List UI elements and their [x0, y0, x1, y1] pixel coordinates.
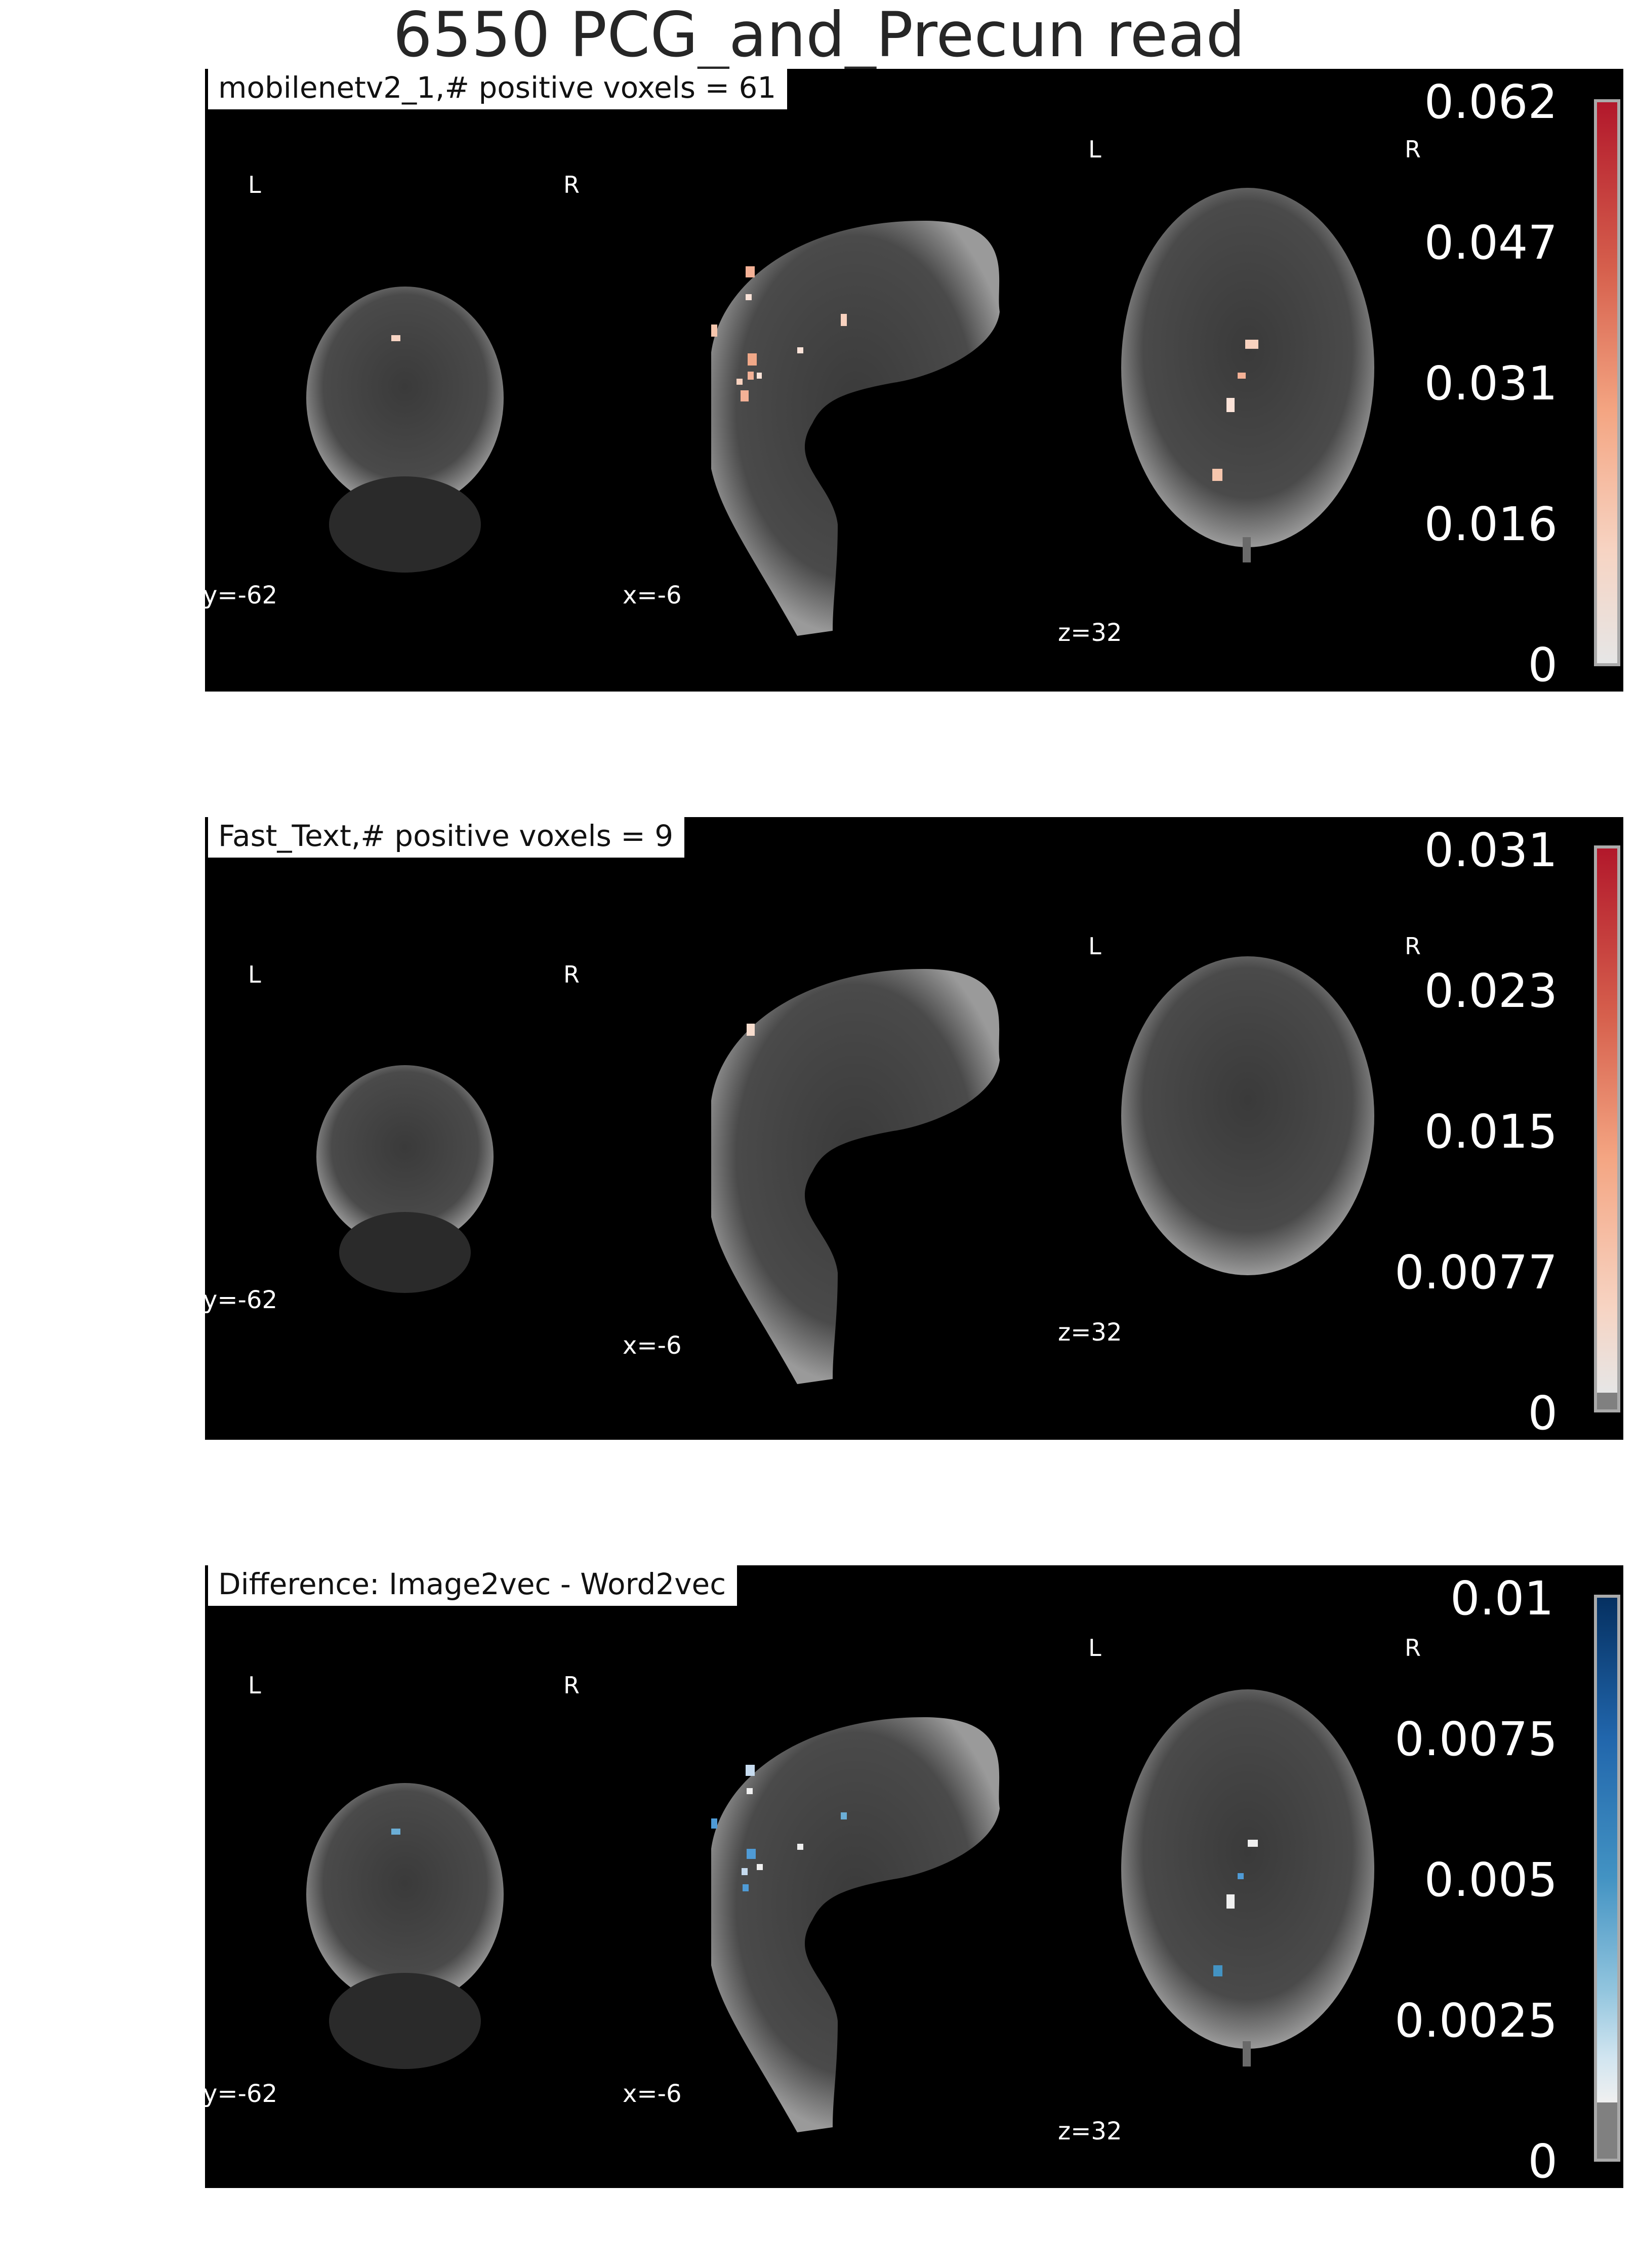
sagittal-slice [711, 969, 1000, 1384]
panel-mobilenet: mobilenetv2_1,# positive voxels = 61 L R… [205, 69, 1623, 692]
blob [1245, 340, 1258, 349]
coord-coronal: y=-62 [205, 581, 278, 610]
brain-slices [306, 188, 1374, 636]
orientation-right: R [1405, 933, 1421, 960]
orientation-right: R [1405, 1634, 1421, 1662]
blob [748, 353, 757, 366]
colorbar-tick: 0.0025 [1395, 1994, 1558, 2048]
colorbar-tick: 0 [1528, 1386, 1558, 1440]
coord-coronal: y=-62 [205, 1286, 278, 1314]
panel-label: mobilenetv2_1,# positive voxels = 61 [208, 69, 788, 109]
colorbar-tick: 0.062 [1424, 75, 1558, 129]
orientation-left: L [1088, 933, 1101, 960]
orientation-left: L [248, 171, 261, 198]
blob [1238, 373, 1246, 379]
colorbar-tick: 0.031 [1424, 356, 1558, 411]
orientation-right: R [563, 961, 580, 988]
colorbar-tick: 0.016 [1424, 497, 1558, 551]
axial-slice [1121, 1689, 1374, 2067]
blob [748, 372, 754, 380]
colorbar [1594, 1595, 1620, 2162]
orientation-left: L [248, 1672, 261, 1699]
orientation-left: L [1088, 136, 1101, 163]
figure-title: 6550 PCG_and_Precun read [393, 0, 1245, 71]
panel-difference: Difference: Image2vec - Word2vec L R L R… [205, 1565, 1623, 2188]
coord-sagittal: x=-6 [623, 2080, 682, 2108]
colorbar-tick: 0.031 [1424, 823, 1558, 877]
blob [1248, 1840, 1258, 1847]
colorbar-tick: 0.0075 [1395, 1712, 1558, 1766]
colorbar-tick: 0 [1528, 638, 1558, 692]
coronal-slice [316, 1065, 494, 1293]
blob [742, 1868, 748, 1875]
blob [391, 335, 400, 341]
colorbar-tick: 0.01 [1450, 1571, 1554, 1626]
colorbar-tick: 0.023 [1424, 964, 1558, 1018]
blob [747, 1849, 756, 1859]
orientation-right: R [563, 1672, 580, 1699]
brain-slices [306, 1689, 1374, 2132]
blob [746, 294, 752, 300]
blob [1226, 398, 1235, 412]
axial-slice [1121, 188, 1374, 562]
orientation-right: R [563, 171, 580, 198]
blob [797, 347, 803, 353]
panel-label: Fast_Text,# positive voxels = 9 [208, 817, 685, 858]
sagittal-slice [711, 1717, 1000, 2132]
blob [736, 379, 743, 385]
blob [841, 314, 847, 326]
colorbar-tick: 0.0077 [1395, 1245, 1558, 1300]
brain-slices [316, 956, 1374, 1384]
coord-axial: z=32 [1058, 1318, 1122, 1347]
coord-sagittal: x=-6 [623, 581, 682, 610]
blob [746, 1765, 755, 1776]
orientation-left: L [1088, 1634, 1101, 1662]
axial-slice [1121, 956, 1374, 1275]
colorbar-tick: 0.047 [1424, 216, 1558, 270]
coronal-slice [306, 287, 504, 573]
blob [1226, 1894, 1235, 1909]
coord-coronal: y=-62 [205, 2080, 278, 2108]
blob [841, 1812, 847, 1819]
blob [741, 390, 749, 401]
colorbar [1594, 99, 1620, 666]
orientation-left: L [248, 961, 261, 988]
blob [1213, 1965, 1222, 1976]
colorbar-tick: 0.015 [1424, 1105, 1558, 1159]
colorbar [1594, 845, 1620, 1412]
panel-label: Difference: Image2vec - Word2vec [208, 1565, 738, 1606]
sagittal-slice [711, 221, 1000, 636]
blob [743, 1884, 749, 1891]
blob [747, 1024, 755, 1036]
blob [747, 1788, 753, 1794]
coord-sagittal: x=-6 [623, 1331, 682, 1360]
coord-axial: z=32 [1058, 619, 1122, 647]
blob [711, 1818, 717, 1829]
panel-fast-text: Fast_Text,# positive voxels = 9 L R L R … [205, 817, 1623, 1440]
blob [797, 1844, 803, 1850]
blob [1238, 1873, 1244, 1879]
colorbar-tick: 0 [1528, 2134, 1558, 2188]
orientation-right: R [1405, 136, 1421, 163]
colorbar-tick: 0.005 [1424, 1853, 1558, 1907]
blob [391, 1829, 400, 1835]
coronal-slice [306, 1783, 504, 2069]
blob [711, 325, 717, 337]
blob [1212, 469, 1222, 481]
blob [757, 373, 762, 379]
blob [746, 266, 755, 277]
coord-axial: z=32 [1058, 2117, 1122, 2145]
blob [757, 1864, 763, 1870]
